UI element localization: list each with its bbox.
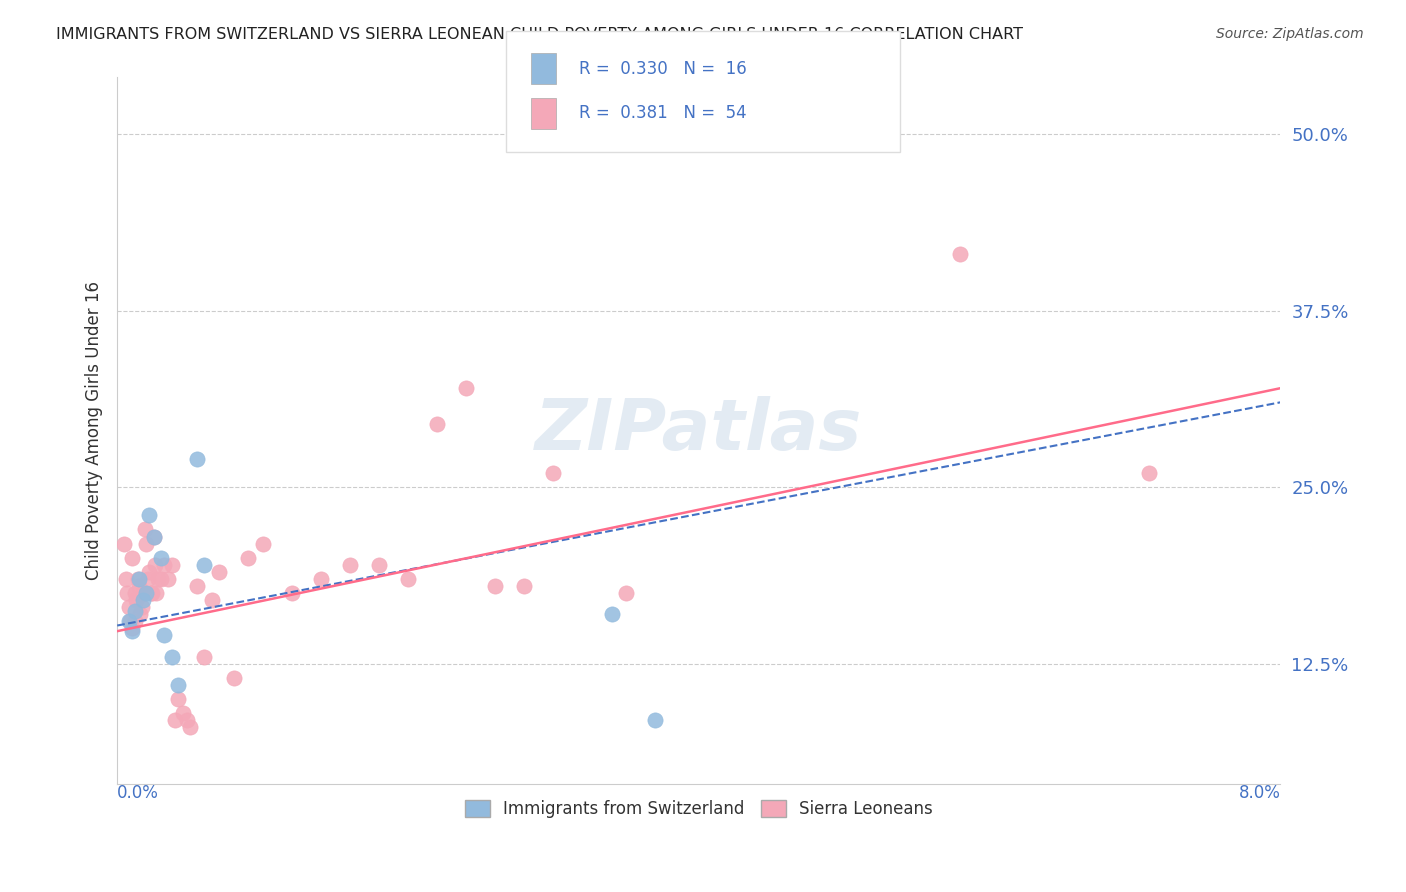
Point xyxy=(186,451,208,466)
Point xyxy=(186,579,208,593)
Point xyxy=(600,607,623,622)
Point xyxy=(167,678,190,692)
Point xyxy=(128,579,150,593)
Point xyxy=(145,586,167,600)
Point xyxy=(131,600,153,615)
Point xyxy=(117,586,139,600)
Point xyxy=(396,572,419,586)
Point xyxy=(115,572,138,586)
Point xyxy=(614,586,637,600)
Point xyxy=(426,417,449,431)
Point xyxy=(129,607,152,622)
Point xyxy=(132,586,155,600)
Point xyxy=(644,713,666,727)
Point xyxy=(143,558,166,572)
Point xyxy=(484,579,506,593)
Text: 0.0%: 0.0% xyxy=(117,784,159,802)
Point xyxy=(141,586,163,600)
Point xyxy=(236,550,259,565)
Point xyxy=(543,466,565,480)
Point xyxy=(149,550,172,565)
Point xyxy=(172,706,194,720)
Point xyxy=(309,572,332,586)
Point xyxy=(121,550,143,565)
Point xyxy=(124,604,146,618)
Point xyxy=(513,579,536,593)
Point xyxy=(179,720,201,734)
Point xyxy=(135,586,157,600)
Point xyxy=(208,565,231,579)
Point xyxy=(152,558,174,572)
Point xyxy=(367,558,389,572)
Point xyxy=(136,572,159,586)
Point xyxy=(157,572,180,586)
Point xyxy=(142,529,165,543)
Point xyxy=(176,713,198,727)
Point xyxy=(128,572,150,586)
Point xyxy=(138,565,160,579)
Point xyxy=(139,586,162,600)
Text: Source: ZipAtlas.com: Source: ZipAtlas.com xyxy=(1216,27,1364,41)
Point xyxy=(193,558,215,572)
Point xyxy=(167,692,190,706)
Text: IMMIGRANTS FROM SWITZERLAND VS SIERRA LEONEAN CHILD POVERTY AMONG GIRLS UNDER 16: IMMIGRANTS FROM SWITZERLAND VS SIERRA LE… xyxy=(56,27,1024,42)
Text: 8.0%: 8.0% xyxy=(1239,784,1281,802)
Point xyxy=(121,621,143,635)
Legend: Immigrants from Switzerland, Sierra Leoneans: Immigrants from Switzerland, Sierra Leon… xyxy=(458,793,939,825)
Point xyxy=(114,536,136,550)
Text: ZIPatlas: ZIPatlas xyxy=(536,396,862,465)
Point xyxy=(149,572,172,586)
Point xyxy=(120,615,142,629)
Point xyxy=(339,558,361,572)
Point xyxy=(280,586,302,600)
Point xyxy=(118,600,141,615)
Point xyxy=(222,671,245,685)
Point xyxy=(165,713,187,727)
Text: R =  0.330   N =  16: R = 0.330 N = 16 xyxy=(579,60,747,78)
Point xyxy=(949,247,972,261)
Point xyxy=(124,586,146,600)
Point xyxy=(1139,466,1161,480)
Point xyxy=(193,649,215,664)
Point xyxy=(135,536,157,550)
Point xyxy=(118,615,141,629)
Point xyxy=(146,572,169,586)
Point xyxy=(456,381,478,395)
Point xyxy=(142,529,165,543)
Point xyxy=(125,593,148,607)
Point xyxy=(134,523,156,537)
Point xyxy=(201,593,224,607)
Text: R =  0.381   N =  54: R = 0.381 N = 54 xyxy=(579,104,747,122)
Point xyxy=(162,649,184,664)
Point xyxy=(138,508,160,523)
Point xyxy=(252,536,274,550)
Point xyxy=(121,624,143,639)
Point xyxy=(127,572,149,586)
Point xyxy=(132,593,155,607)
Point xyxy=(152,628,174,642)
Point xyxy=(124,615,146,629)
Point xyxy=(162,558,184,572)
Y-axis label: Child Poverty Among Girls Under 16: Child Poverty Among Girls Under 16 xyxy=(86,281,103,580)
